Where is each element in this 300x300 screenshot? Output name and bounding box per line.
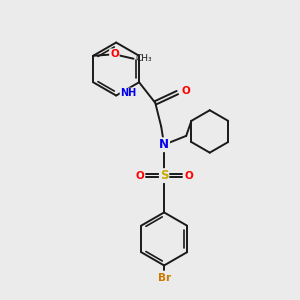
Text: O: O [181,86,190,96]
Text: O: O [110,49,119,59]
Text: O: O [184,171,193,181]
Text: O: O [135,171,144,181]
Text: CH₃: CH₃ [136,54,152,63]
Text: S: S [160,169,168,182]
Text: N: N [159,138,169,151]
Text: Br: Br [158,273,171,284]
Text: NH: NH [121,88,137,98]
